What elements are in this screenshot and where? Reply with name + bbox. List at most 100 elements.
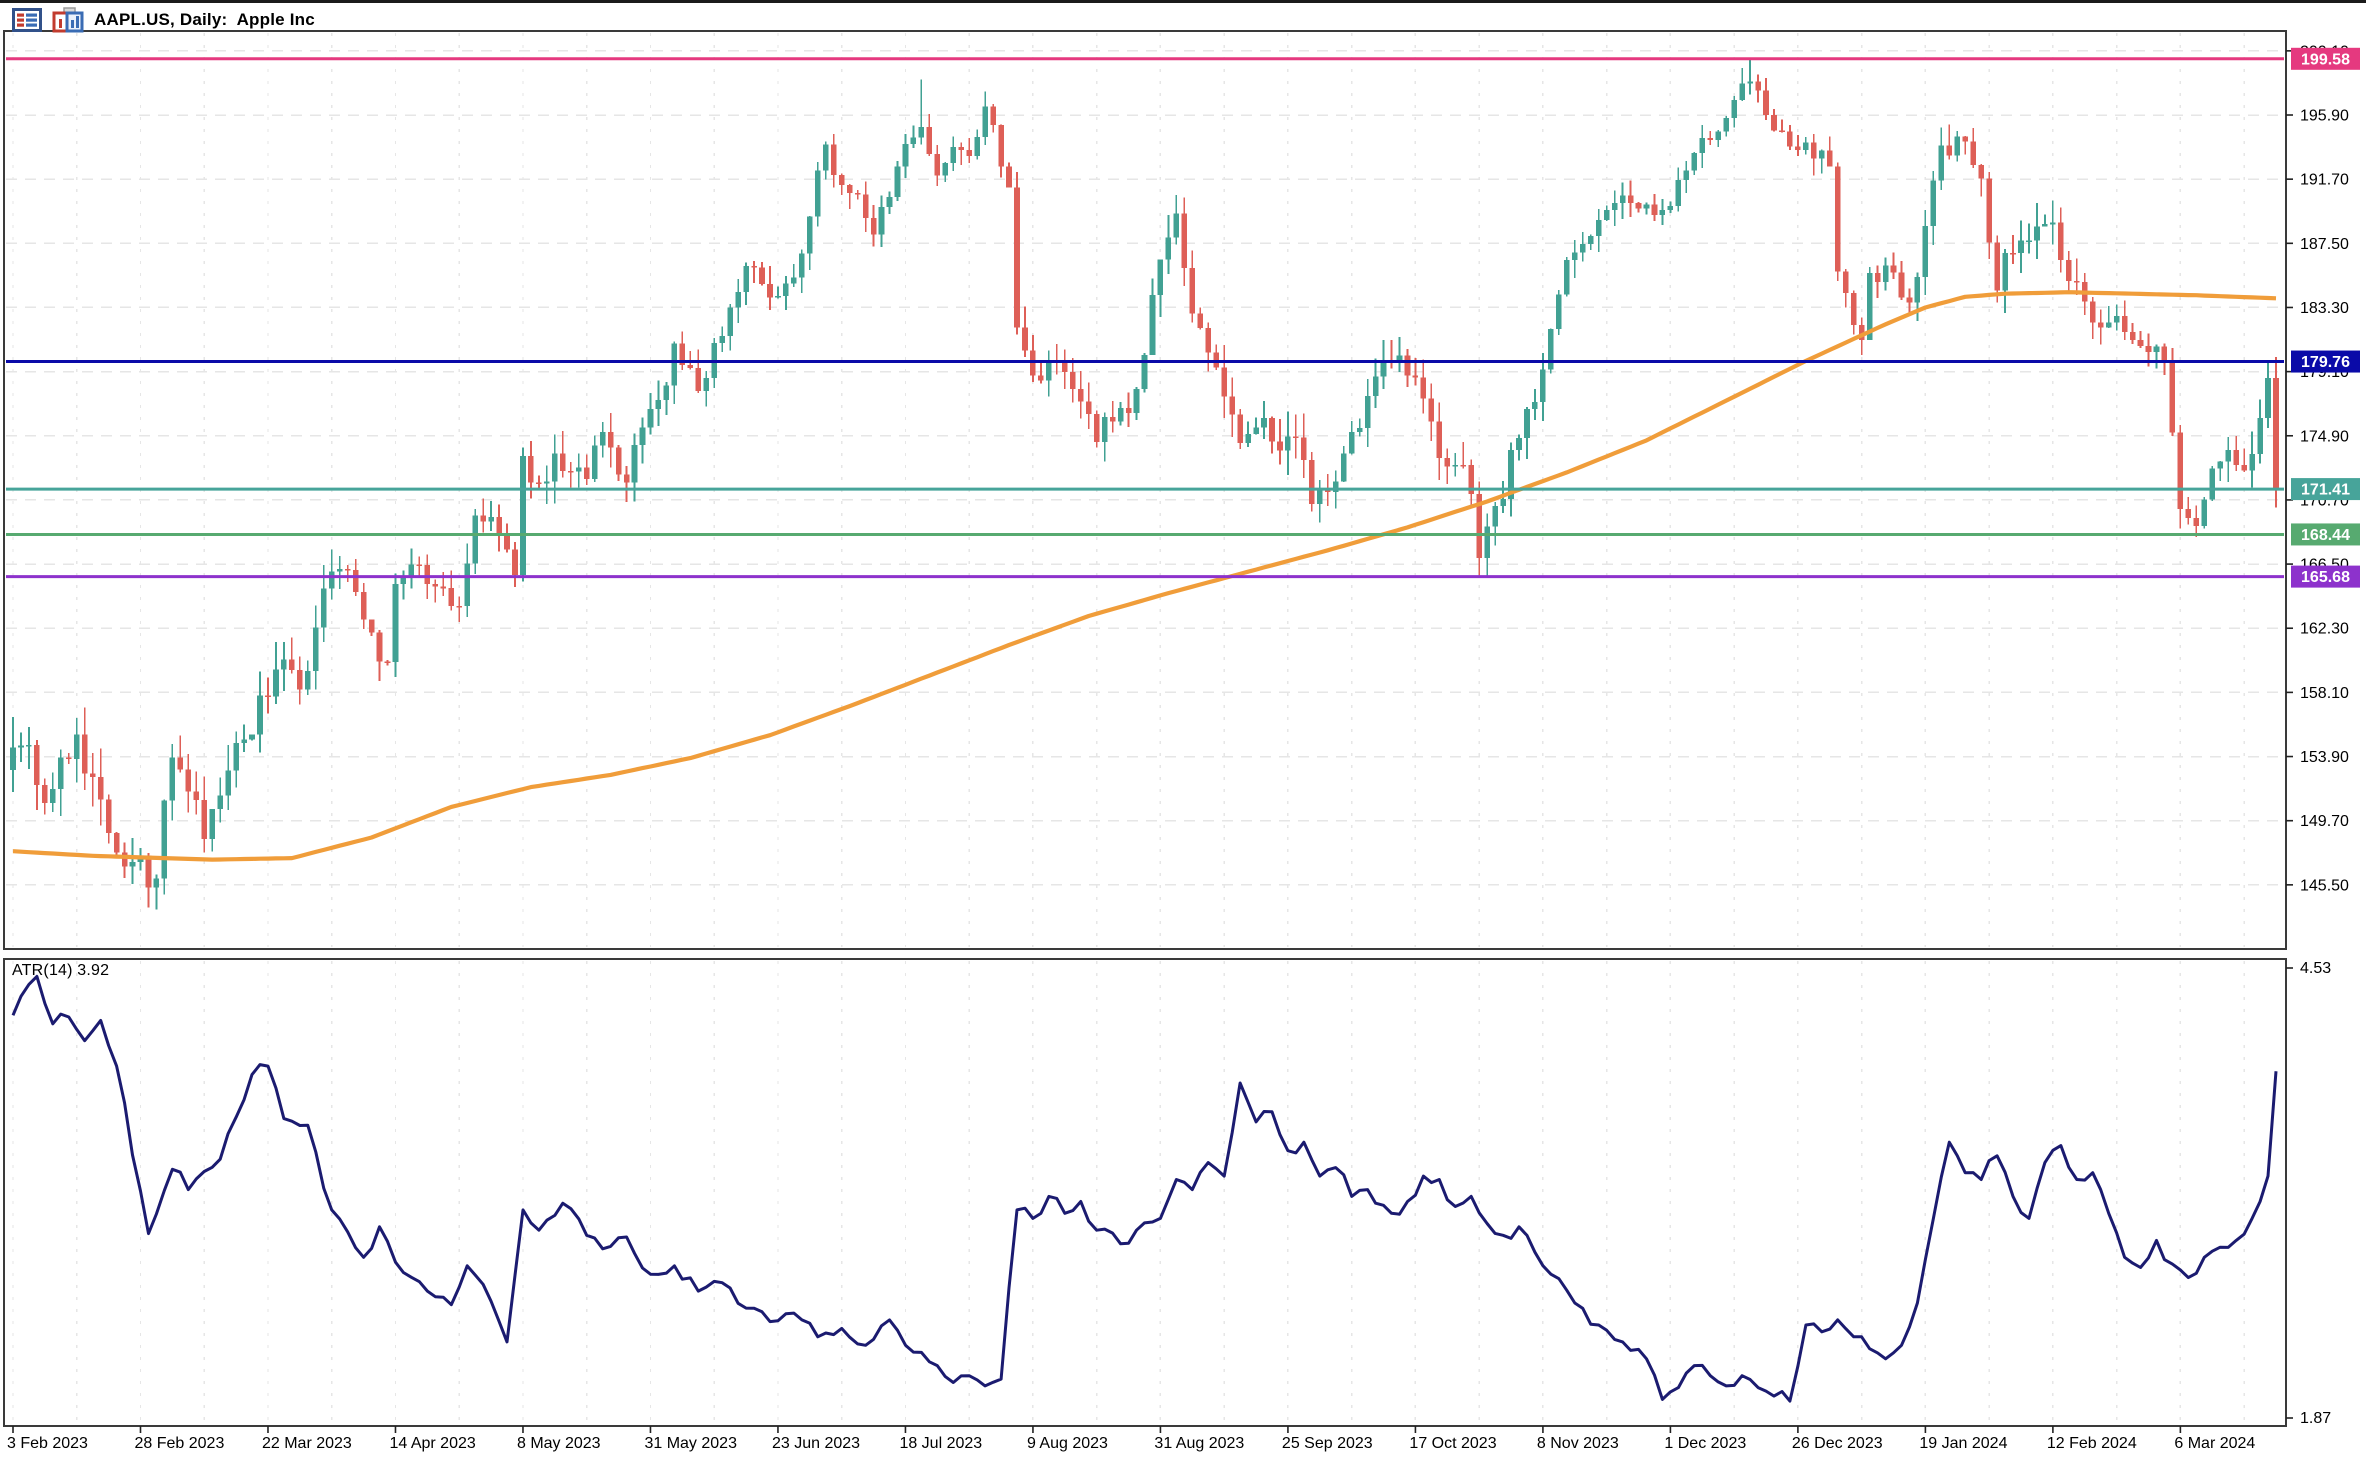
moving-average-line[interactable] xyxy=(12,290,2277,862)
candle-body xyxy=(735,291,741,308)
candle-body xyxy=(1723,117,1729,132)
candlestick-series xyxy=(10,58,2279,910)
candle-body xyxy=(2257,417,2263,454)
candle-body xyxy=(1117,407,1124,422)
candle-body xyxy=(958,147,965,150)
candle-body xyxy=(647,408,654,428)
candle-body xyxy=(1675,179,1682,206)
candle-body xyxy=(440,586,447,589)
candle-body xyxy=(1938,145,1945,181)
date-tick-label: 18 Jul 2023 xyxy=(899,1435,982,1452)
candle-body xyxy=(2153,346,2160,353)
price-tick-label: 162.30 xyxy=(2300,621,2349,638)
candle-body xyxy=(1269,417,1275,442)
candle-body xyxy=(1643,204,1650,209)
pivot-line-badge xyxy=(2291,350,2360,373)
candle-body xyxy=(1077,388,1084,402)
candle-body xyxy=(791,277,797,284)
candle-body xyxy=(1890,265,1897,273)
support-line-2-badge xyxy=(2291,565,2360,588)
candle-body xyxy=(870,218,877,235)
candle-body xyxy=(1022,327,1028,351)
candle-body xyxy=(1309,460,1315,505)
date-tick-label: 8 Nov 2023 xyxy=(1537,1435,1619,1452)
chart-header: AAPL.US, Daily: Apple Inc xyxy=(12,7,315,33)
candle-body xyxy=(2066,259,2072,281)
candle-body xyxy=(1006,166,1012,188)
main-panel-frame xyxy=(3,30,2287,950)
candle-body xyxy=(1874,272,1881,283)
candle-body xyxy=(1428,398,1435,422)
candle-body xyxy=(1093,413,1100,443)
candle-body xyxy=(1524,409,1530,438)
price-tick-label: 195.90 xyxy=(2300,108,2349,125)
candle-body xyxy=(918,127,925,138)
candle-body xyxy=(289,659,295,671)
candle-body xyxy=(1133,389,1140,414)
candle-body xyxy=(416,564,423,567)
support-line-badge-label: 168.44 xyxy=(2301,527,2350,544)
candle-body xyxy=(1237,414,1243,444)
candle-body xyxy=(2273,378,2279,490)
candle-body xyxy=(528,456,534,483)
candle-body xyxy=(265,695,271,697)
candle-body xyxy=(934,153,941,176)
candle-body xyxy=(607,431,614,448)
candle-body xyxy=(169,757,176,801)
candle-body xyxy=(2058,222,2064,260)
candle-body xyxy=(998,125,1004,167)
candle-body xyxy=(1571,252,1578,261)
candle-body xyxy=(320,588,327,628)
atr-axis: 4.53 1.87 xyxy=(2286,960,2331,1427)
candle-body xyxy=(1834,166,1841,272)
candle-body xyxy=(344,569,351,571)
candle-body xyxy=(273,669,279,697)
price-badges: 199.58 179.76 171.41 168.44 165.68 xyxy=(2291,47,2360,588)
candle-body xyxy=(1444,457,1451,467)
candle-body xyxy=(1332,481,1339,493)
candle-body xyxy=(312,627,319,671)
candle-body xyxy=(703,378,710,392)
candle-body xyxy=(575,467,582,472)
candle-body xyxy=(1101,417,1108,443)
candle-body xyxy=(1930,180,1937,227)
date-axis: 3 Feb 2023 28 Feb 2023 22 Mar 2023 14 Apr 2… xyxy=(7,1426,2255,1452)
candle-body xyxy=(177,757,184,770)
date-tick-label: 31 Aug 2023 xyxy=(1154,1435,1244,1452)
candle-body xyxy=(902,144,909,167)
price-tick-label: 174.90 xyxy=(2300,428,2349,445)
candle-body xyxy=(1245,434,1251,444)
candle-body xyxy=(42,784,48,803)
candle-body xyxy=(966,149,972,156)
candle-body xyxy=(1787,131,1793,147)
resistance-line-badge-label: 199.58 xyxy=(2301,51,2350,68)
candle-body xyxy=(1364,396,1371,429)
candle-body xyxy=(504,534,510,550)
candle-body xyxy=(1380,360,1387,377)
candle-body xyxy=(639,427,646,445)
candle-body xyxy=(878,206,885,235)
candle-body xyxy=(623,474,630,483)
candle-body xyxy=(257,695,263,735)
date-tick-label: 25 Sep 2023 xyxy=(1282,1435,1373,1452)
candle-body xyxy=(1946,145,1953,156)
candle-body xyxy=(113,832,120,853)
candle-body xyxy=(1109,417,1116,422)
candle-body xyxy=(193,791,200,801)
candle-body xyxy=(1906,297,1913,303)
candle-body xyxy=(1356,428,1363,433)
candle-body xyxy=(1978,165,1984,179)
candle-body xyxy=(1492,506,1498,527)
candle-body xyxy=(2129,332,2136,341)
candle-body xyxy=(153,878,160,888)
candle-body xyxy=(2089,301,2096,323)
date-tick-label: 1 Dec 2023 xyxy=(1664,1435,1746,1452)
candle-body xyxy=(1651,204,1658,215)
candle-body xyxy=(81,734,88,774)
price-tick-label: 183.30 xyxy=(2300,300,2349,317)
candle-body xyxy=(2050,222,2056,225)
candle-body xyxy=(1436,421,1443,458)
candle-body xyxy=(1627,195,1634,204)
candle-body xyxy=(2193,518,2200,526)
